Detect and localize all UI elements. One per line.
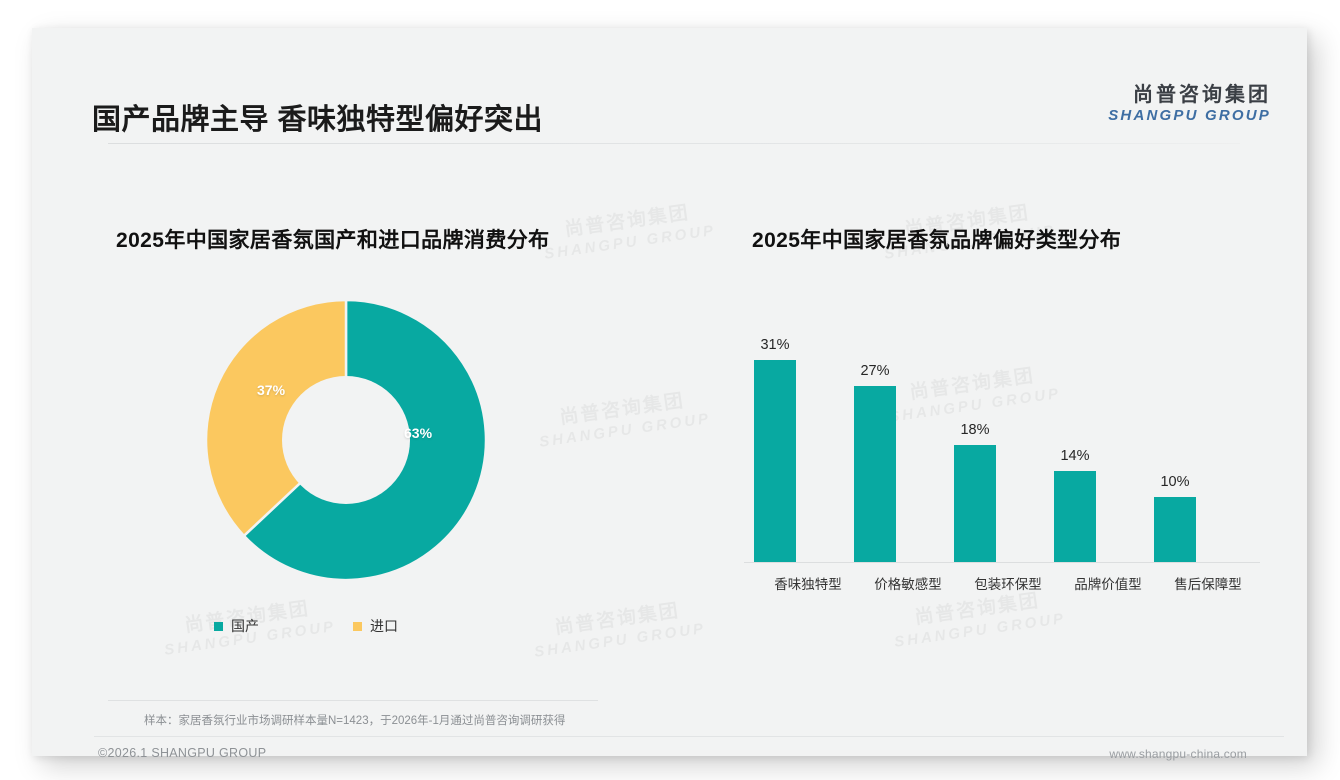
donut-center-hole <box>282 376 410 504</box>
bar-column[interactable]: 27% <box>854 363 896 562</box>
legend-item-guochan[interactable]: 国产 <box>214 616 259 636</box>
footnote-text: 样本：家居香氛行业市场调研样本量N=1423，于2026年-1月通过尚普咨询调研… <box>144 715 566 727</box>
bar-column[interactable]: 14% <box>1054 448 1096 562</box>
bar-category-label: 包装环保型 <box>974 577 1042 592</box>
bar-chart: 31% 香味独特型 27% 价格敏感型 18% 包装环保型 14% 品牌价值型 10% 售后保障型 <box>732 292 1262 602</box>
brand-name-en: SHANGPU GROUP <box>1108 107 1271 124</box>
donut-legend: 国产 进口 <box>214 616 398 636</box>
footnote-divider <box>108 700 598 701</box>
slide-header: 国产品牌主导 香味独特型偏好突出 尚普咨询集团 SHANGPU GROUP <box>32 28 1307 136</box>
bar-category-label: 香味独特型 <box>774 577 842 592</box>
bar-value-label: 14% <box>1060 447 1090 464</box>
donut-slice-value-jinkou: 37% <box>257 382 286 398</box>
chart-panel-donut: 2025年中国家居香氛国产和进口品牌消费分布 63% 37% 国产 进口 <box>86 196 686 666</box>
legend-label: 进口 <box>370 618 398 634</box>
bar-value-label: 27% <box>860 363 890 380</box>
bar-column[interactable]: 10% <box>1154 474 1196 562</box>
bar[interactable] <box>854 386 896 562</box>
bar[interactable] <box>954 444 996 562</box>
page-title: 国产品牌主导 香味独特型偏好突出 <box>92 104 544 136</box>
bar-value-label: 31% <box>760 337 790 354</box>
legend-label: 国产 <box>231 618 259 634</box>
chart-panel-bars: 2025年中国家居香氛品牌偏好类型分布 31% 香味独特型 27% 价格敏感型 18% 包… <box>722 196 1262 666</box>
bar-category-label: 价格敏感型 <box>874 577 942 592</box>
donut-slice-value-guochan: 63% <box>404 425 433 441</box>
slide-card: 尚普咨询集团 SHANGPU GROUP 尚普咨询集团 SHANGPU GROU… <box>32 28 1307 761</box>
bar[interactable] <box>1154 496 1196 562</box>
legend-swatch-teal <box>214 621 223 631</box>
footer-copyright: ©2026.1 SHANGPU GROUP <box>98 746 267 760</box>
legend-swatch-yellow <box>353 621 362 631</box>
brand-logo: 尚普咨询集团 SHANGPU GROUP <box>1108 84 1271 125</box>
donut-chart: 63% 37% <box>206 300 486 580</box>
bar-column[interactable]: 18% <box>954 422 996 562</box>
bar-category-label: 售后保障型 <box>1174 577 1242 592</box>
chart-title-bars: 2025年中国家居香氛品牌偏好类型分布 <box>752 229 1122 252</box>
footer-website[interactable]: www.shangpu-china.com <box>1109 747 1247 761</box>
bar-axis-line <box>744 562 1260 563</box>
footer-divider <box>94 736 1284 737</box>
brand-name-cn: 尚普咨询集团 <box>1133 84 1271 106</box>
bar-category-label: 品牌价值型 <box>1074 577 1142 592</box>
bar-value-label: 10% <box>1160 473 1190 490</box>
header-divider <box>108 143 1240 144</box>
bar-value-label: 18% <box>960 421 990 438</box>
bar[interactable] <box>1054 470 1096 562</box>
donut-slice-jinkou[interactable] <box>206 300 348 538</box>
chart-title-donut: 2025年中国家居香氛国产和进口品牌消费分布 <box>116 229 550 252</box>
bar[interactable] <box>754 360 796 562</box>
bar-column[interactable]: 31% <box>754 337 796 562</box>
legend-item-jinkou[interactable]: 进口 <box>353 616 398 636</box>
